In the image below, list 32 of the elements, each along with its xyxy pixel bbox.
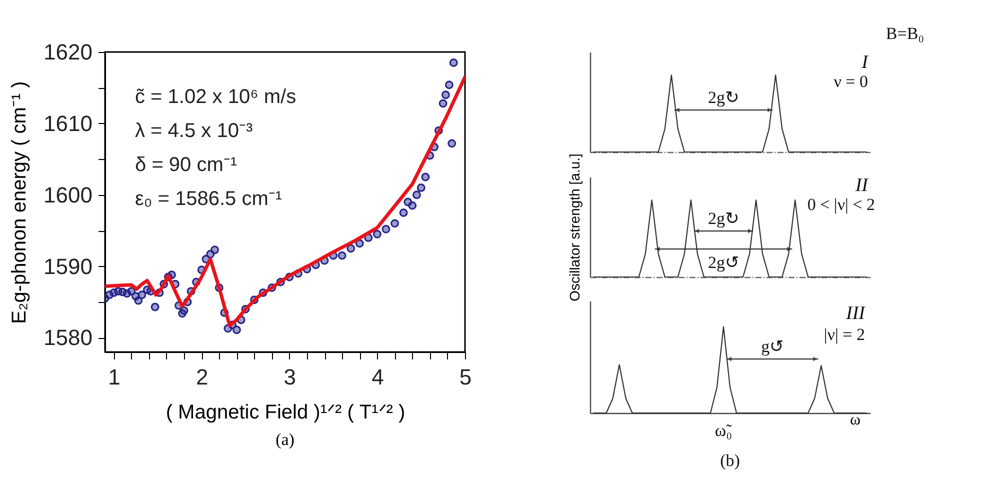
annotation: δ = 90 cm⁻¹ bbox=[135, 154, 238, 176]
annotation: |ν| = 2 bbox=[824, 325, 865, 344]
text: I bbox=[860, 52, 870, 73]
y-tick-label: 1620 bbox=[44, 40, 92, 64]
x-tick-label: 4 bbox=[372, 364, 384, 390]
text: III bbox=[845, 303, 867, 324]
y-tick-label: 1580 bbox=[44, 325, 92, 350]
annotation: 0 < |ν| < 2 bbox=[807, 195, 875, 214]
x-tick-label: 3 bbox=[284, 364, 296, 390]
annotation: g↺ bbox=[761, 337, 784, 356]
text: (a) bbox=[276, 430, 294, 449]
x-tick-label: 5 bbox=[459, 364, 472, 390]
y-axis-title: Oscillator strength [a.u.] bbox=[566, 154, 582, 302]
x-axis-title: ( Magnetic Field )¹ᐟ² ( T¹ᐟ² ) bbox=[166, 402, 406, 424]
text: ω̃₀ bbox=[714, 421, 732, 440]
annotation: 2g↺ bbox=[708, 253, 739, 272]
text: II bbox=[854, 175, 870, 196]
text: B=B₀ bbox=[886, 24, 924, 43]
y-axis-title: E₂g-phonon energy ( cm⁻¹ ) bbox=[8, 81, 31, 324]
annotation: c̃ = 1.02 x 10⁶ m/s bbox=[135, 86, 296, 108]
y-tick-label: 1600 bbox=[44, 182, 92, 208]
annotation: λ = 4.5 x 10⁻³ bbox=[135, 120, 253, 142]
x-axis-title: ω bbox=[850, 412, 860, 428]
y-tick-label: 1610 bbox=[44, 110, 92, 136]
annotation: ε₀ = 1586.5 cm⁻¹ bbox=[135, 188, 282, 210]
text: (b) bbox=[720, 451, 740, 470]
x-tick-label: 1 bbox=[108, 364, 120, 390]
annotation: ν = 0 bbox=[834, 72, 868, 91]
annotation: 2g↻ bbox=[708, 209, 739, 228]
annotation: 2g↻ bbox=[708, 88, 739, 107]
y-tick-label: 1590 bbox=[44, 254, 92, 279]
x-tick-label: 2 bbox=[196, 364, 208, 390]
